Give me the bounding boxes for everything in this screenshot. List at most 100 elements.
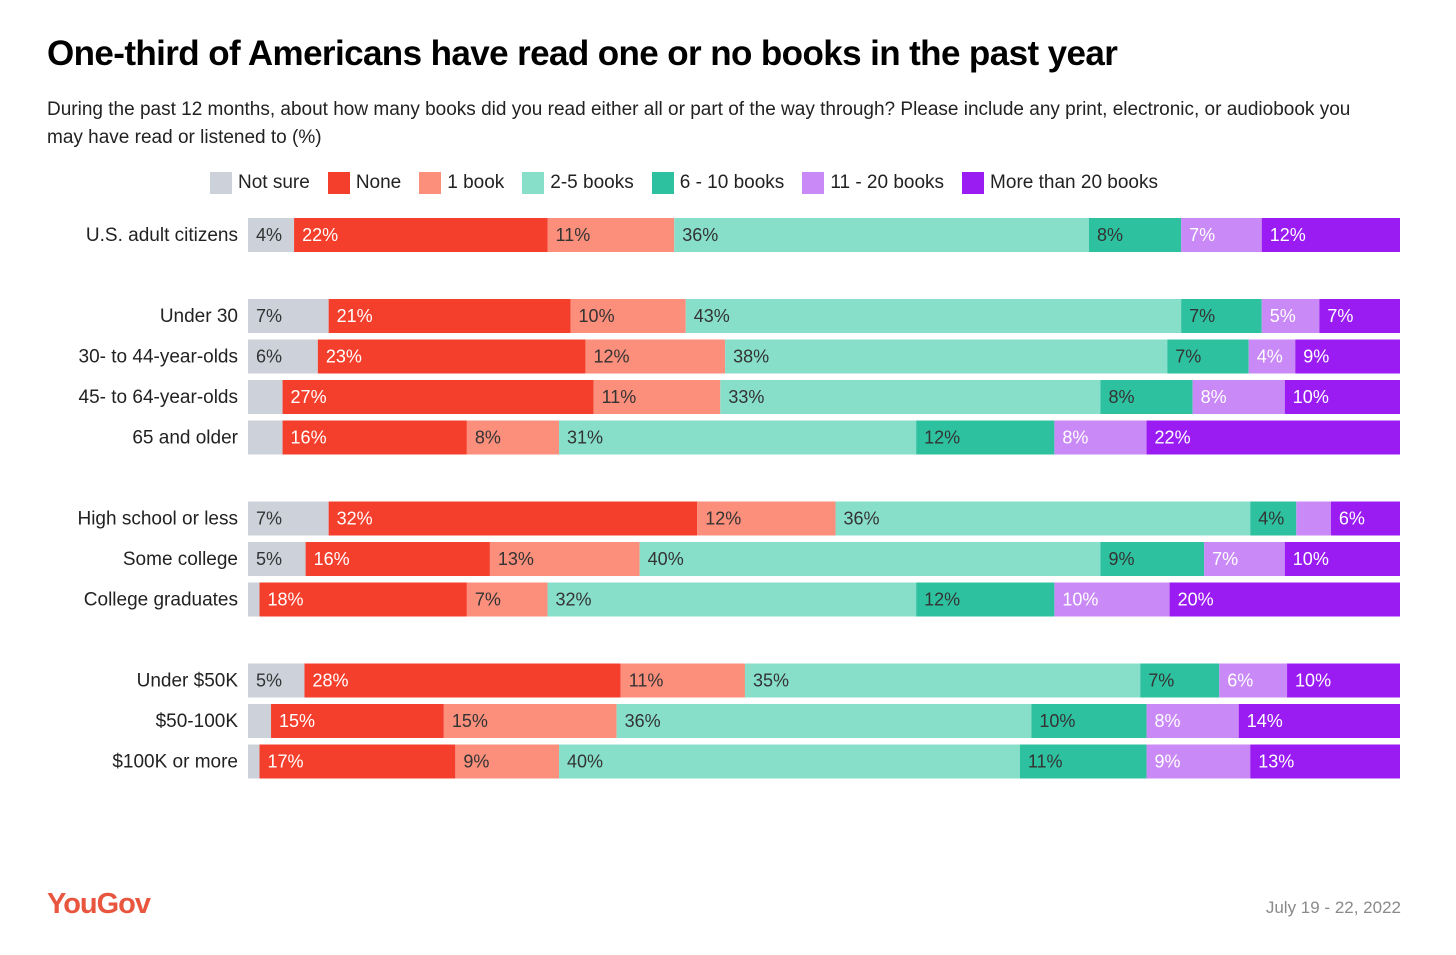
category-label: Some college: [123, 549, 238, 570]
category-label: Under $50K: [137, 671, 239, 692]
bar-segment: [1146, 420, 1400, 455]
data-label: 5%: [1270, 306, 1296, 326]
data-label: 28%: [312, 671, 348, 691]
data-label: 6%: [1339, 509, 1365, 529]
bar-segment: [620, 663, 745, 698]
survey-date: July 19 - 22, 2022: [1265, 898, 1401, 917]
legend-item: None: [327, 172, 402, 194]
bar-segment: [1330, 501, 1400, 536]
data-label: 23%: [326, 347, 362, 367]
bar-segment: [1146, 704, 1239, 738]
data-label: 7%: [1189, 225, 1215, 245]
bar-segment: [1054, 420, 1147, 455]
data-label: 10%: [1293, 387, 1329, 407]
chart-subtitle: During the past 12 months, about how man…: [47, 99, 1351, 148]
bar-segment: [248, 582, 260, 617]
data-label: 8%: [475, 428, 501, 448]
bar-segment: [547, 582, 917, 617]
bar-segment: [1284, 542, 1400, 576]
bar-segment: [248, 339, 318, 374]
data-label: 8%: [1108, 387, 1134, 407]
bar-segment: [1100, 380, 1193, 414]
data-label: 36%: [625, 711, 661, 731]
bar-segment: [1088, 218, 1182, 252]
legend-swatch: [802, 172, 825, 194]
bar-segment: [1287, 663, 1400, 698]
bar-segment: [294, 218, 548, 252]
bar-segment: [328, 501, 698, 536]
bar-segment: [1204, 542, 1285, 576]
legend-label: None: [355, 172, 402, 193]
data-label: 8%: [1097, 225, 1123, 245]
legend-label: More than 20 books: [990, 172, 1158, 193]
bar-segment: [1181, 218, 1262, 252]
data-label: 7%: [1327, 306, 1353, 326]
data-label: 10%: [579, 306, 615, 326]
bar-segment: [282, 420, 467, 455]
bar-segment: [466, 582, 548, 617]
data-label: 15%: [452, 711, 488, 731]
data-label: 9%: [1303, 347, 1329, 367]
bar-segment: [559, 744, 1020, 779]
data-label: 10%: [1293, 549, 1329, 569]
data-label: 4%: [1258, 509, 1284, 529]
category-label: $100K or more: [112, 752, 238, 773]
data-label: 11%: [1028, 752, 1063, 772]
data-label: 13%: [1258, 752, 1294, 772]
data-label: 21%: [337, 306, 373, 326]
legend-swatch: [419, 172, 442, 194]
bar-segment: [248, 501, 329, 536]
data-label: 7%: [256, 509, 282, 529]
legend-label: 6 - 10 books: [679, 172, 785, 193]
bar-segment: [674, 218, 1089, 252]
data-label: 9%: [1155, 752, 1181, 772]
bar-segment: [916, 582, 1055, 617]
bar-segment: [443, 704, 617, 738]
data-label: 5%: [256, 549, 282, 569]
bar-segment: [1284, 380, 1400, 414]
data-label: 7%: [1189, 306, 1215, 326]
legend-item: More than 20 books: [962, 172, 1158, 194]
category-label: High school or less: [77, 509, 238, 530]
bar-segment: [317, 339, 586, 374]
chart-title: One-third of Americans have read one or …: [47, 34, 1118, 73]
legend-swatch: [962, 172, 985, 194]
bar-segment: [1296, 501, 1331, 536]
data-label: 13%: [498, 549, 534, 569]
data-label: 18%: [268, 590, 304, 610]
data-label: 7%: [475, 590, 501, 610]
data-label: 12%: [705, 509, 741, 529]
bar-segment: [1181, 299, 1262, 333]
data-label: 36%: [682, 225, 718, 245]
bar-segment: [466, 420, 560, 455]
bar-segment: [304, 663, 621, 698]
data-label: 27%: [291, 387, 327, 407]
bar-segment: [328, 299, 571, 333]
data-label: 9%: [1108, 549, 1134, 569]
data-label: 10%: [1062, 590, 1098, 610]
data-label: 32%: [556, 590, 592, 610]
data-label: 40%: [567, 752, 603, 772]
data-label: 4%: [1257, 347, 1283, 367]
data-label: 8%: [1155, 711, 1181, 731]
data-label: 7%: [1148, 671, 1174, 691]
data-label: 38%: [733, 347, 769, 367]
bar-segment: [248, 744, 260, 779]
data-label: 11%: [602, 387, 637, 407]
legend-item: 2-5 books: [522, 172, 634, 194]
chart-legend: Not sure None 1 book 2-5 books 6 - 10 books 1…: [210, 170, 1158, 196]
bar-segment: [697, 501, 836, 536]
bar-segment: [1261, 299, 1320, 333]
data-label: 6%: [256, 347, 282, 367]
data-label: 8%: [1062, 428, 1088, 448]
bar-segment: [1250, 501, 1297, 536]
yougov-logo: YouGov: [47, 888, 151, 920]
category-label: U.S. adult citizens: [86, 225, 238, 246]
bar-segment: [616, 704, 1032, 738]
data-label: 7%: [256, 306, 282, 326]
bar-segment: [455, 744, 560, 779]
bar-segment: [248, 663, 305, 698]
bar-segment: [248, 218, 295, 252]
data-label: 6%: [1227, 671, 1253, 691]
